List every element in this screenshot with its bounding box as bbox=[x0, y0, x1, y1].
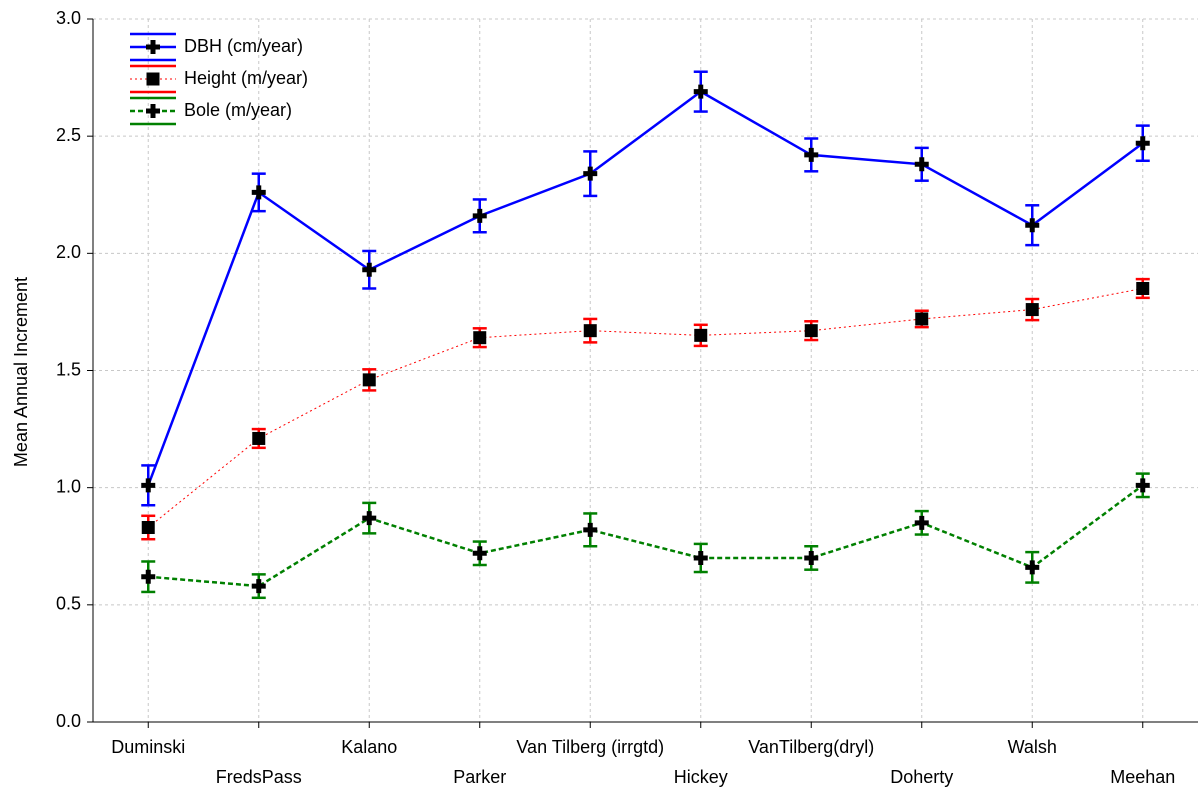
legend-marker bbox=[146, 104, 160, 118]
marker bbox=[141, 569, 156, 584]
marker bbox=[583, 324, 597, 338]
marker bbox=[1025, 303, 1039, 317]
series-line bbox=[147, 287, 1143, 528]
x-tick-label: Van Tilberg (irrgtd) bbox=[516, 737, 664, 757]
marker bbox=[141, 478, 156, 493]
marker bbox=[251, 579, 266, 594]
marker bbox=[362, 262, 377, 277]
marker bbox=[914, 515, 929, 530]
legend-marker bbox=[146, 40, 160, 54]
x-tick-label: VanTilberg(dryl) bbox=[748, 737, 874, 757]
marker bbox=[694, 328, 708, 342]
x-tick-label: Parker bbox=[453, 767, 506, 787]
y-tick-label: 2.0 bbox=[56, 242, 81, 262]
marker bbox=[915, 312, 929, 326]
marker bbox=[1025, 218, 1040, 233]
y-tick-label: 1.5 bbox=[56, 359, 81, 379]
marker bbox=[693, 550, 708, 565]
y-axis-label: Mean Annual Increment bbox=[11, 277, 31, 467]
x-tick-label: Kalano bbox=[341, 737, 397, 757]
marker bbox=[251, 185, 266, 200]
x-tick-label: Doherty bbox=[890, 767, 953, 787]
marker bbox=[472, 208, 487, 223]
marker bbox=[693, 84, 708, 99]
marker bbox=[1135, 478, 1150, 493]
marker bbox=[362, 511, 377, 526]
series-line bbox=[148, 484, 1144, 588]
legend-label: Height (m/year) bbox=[184, 68, 308, 88]
legend-label: Bole (m/year) bbox=[184, 100, 292, 120]
marker bbox=[1025, 560, 1040, 575]
x-tick-label: Walsh bbox=[1008, 737, 1057, 757]
marker bbox=[804, 147, 819, 162]
y-tick-label: 2.5 bbox=[56, 125, 81, 145]
marker bbox=[1136, 281, 1150, 295]
legend-marker bbox=[146, 72, 160, 86]
marker bbox=[583, 522, 598, 537]
x-tick-label: Duminski bbox=[111, 737, 185, 757]
x-tick-label: Meehan bbox=[1110, 767, 1175, 787]
marker bbox=[804, 550, 819, 565]
y-tick-label: 3.0 bbox=[56, 8, 81, 28]
marker bbox=[804, 324, 818, 338]
y-tick-label: 0.5 bbox=[56, 594, 81, 614]
series-line bbox=[147, 90, 1144, 486]
marker bbox=[362, 373, 376, 387]
legend-label: DBH (cm/year) bbox=[184, 36, 303, 56]
y-tick-label: 1.0 bbox=[56, 476, 81, 496]
y-tick-label: 0.0 bbox=[56, 711, 81, 731]
marker bbox=[472, 546, 487, 561]
marker bbox=[914, 157, 929, 172]
marker bbox=[473, 331, 487, 345]
marker bbox=[141, 521, 155, 535]
marker bbox=[1135, 136, 1150, 151]
x-tick-label: Hickey bbox=[674, 767, 728, 787]
x-tick-label: FredsPass bbox=[216, 767, 302, 787]
marker bbox=[252, 431, 266, 445]
marker bbox=[583, 166, 598, 181]
